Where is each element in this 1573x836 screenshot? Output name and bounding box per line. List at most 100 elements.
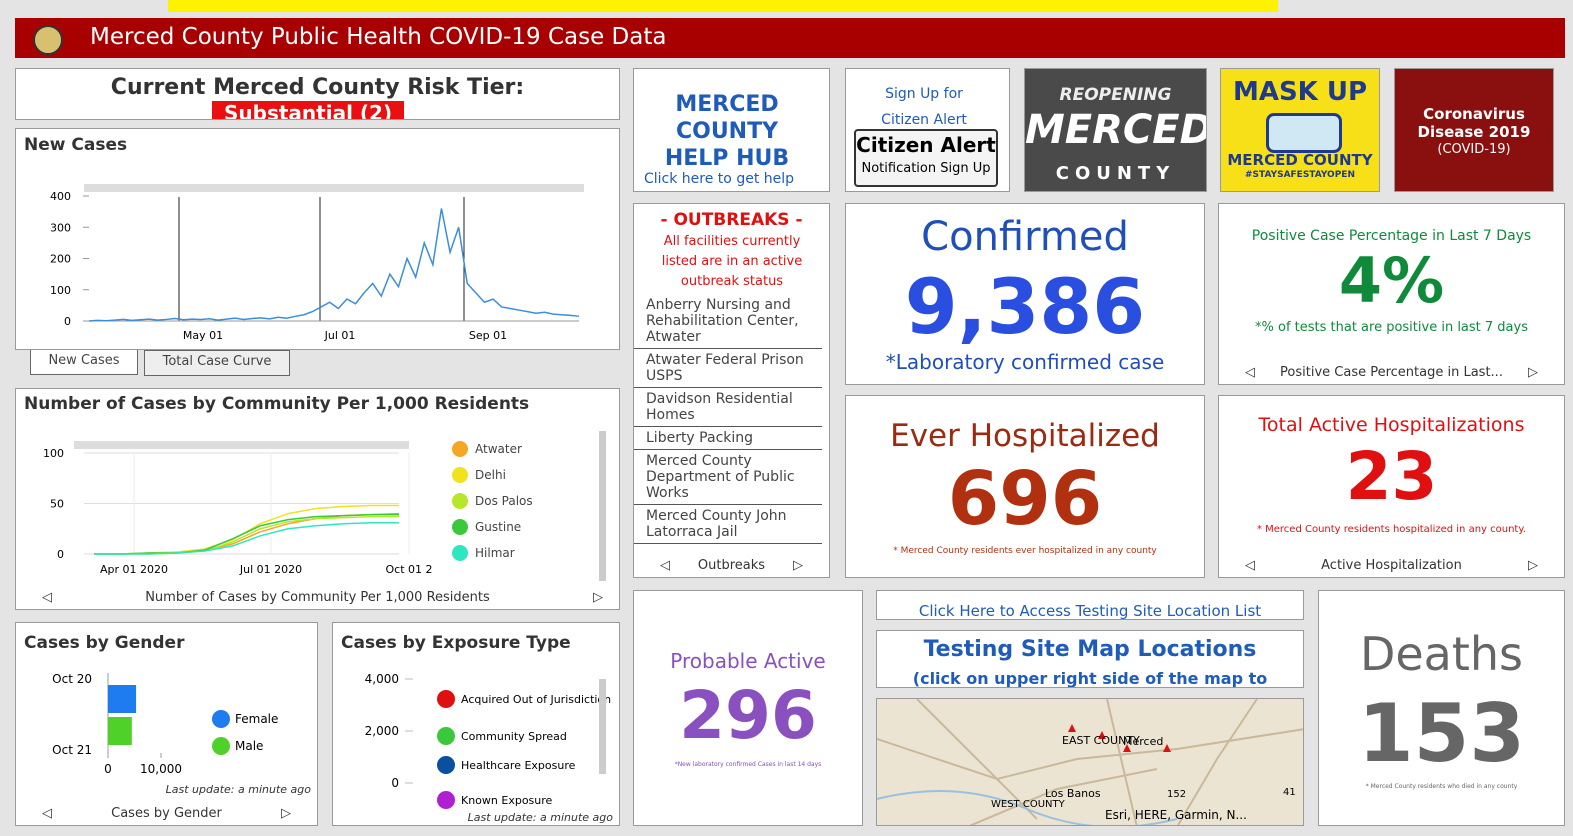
outbreak-item[interactable]: Liberty Packing [634,427,822,450]
legend-swatch [452,545,468,561]
line [94,514,399,554]
y-tick-label: 400 [50,190,71,203]
prev-arrow[interactable]: ◁ [42,590,52,605]
hub-title: MERCED COUNTY HELP HUB [652,91,802,172]
next-arrow[interactable]: ▷ [1528,365,1538,380]
legend-swatch [212,737,230,755]
map-layer: EAST COUNTY Merced Los Banos WEST COUNTY… [877,699,1304,826]
alert-logo-box: Citizen Alert Notification Sign Up [854,129,998,187]
img-text: COUNTY [1025,163,1206,184]
legend-swatch [452,493,468,509]
deaths-panel: Deaths 153 * Merced County residents who… [1318,590,1565,826]
img-text: Coronavirus [1395,105,1553,123]
range-slider [74,441,409,449]
kpi-value: 23 [1219,438,1564,515]
alert-logo: Citizen Alert [856,133,996,157]
kpi-value: 696 [846,456,1204,542]
legend-label: Female [235,712,278,726]
kpi-title: Ever Hospitalized [846,418,1204,454]
legend-label: Male [235,739,263,753]
line [94,517,399,554]
next-arrow[interactable]: ▷ [281,806,291,821]
kpi-note: * Merced County residents ever hospitali… [846,546,1204,556]
outbreak-item[interactable]: Atwater Federal Prison USPS [634,349,822,388]
y-tick-label: 0 [391,776,399,790]
testing-title: Testing Site Map Locations [877,637,1303,662]
map[interactable]: EAST COUNTY Merced Los Banos WEST COUNTY… [876,698,1304,826]
risk-label: Current Merced County Risk Tier: [16,75,619,100]
img-text: REOPENING [1025,85,1206,105]
legend-label: Hilmar [475,546,515,560]
map-route: 152 [1167,789,1186,800]
update-note: Last update: a minute ago [468,811,613,824]
coronavirus-image[interactable]: Coronavirus Disease 2019 (COVID-19) [1394,68,1554,192]
legend-swatch [452,467,468,483]
prev-arrow[interactable]: ◁ [660,558,670,573]
x-tick-label: Sep 01 [469,329,507,342]
tab[interactable]: Total Case Curve [144,350,290,376]
page: Merced County Public Health COVID-19 Cas… [0,0,1573,836]
update-note: Last update: a minute ago [166,783,311,796]
bar [108,717,132,745]
tab[interactable]: New Cases [30,350,138,375]
next-arrow[interactable]: ▷ [1528,558,1538,573]
outbreak-item[interactable]: Merced County John Latorraca Jail [634,505,822,544]
kpi-note: *Laboratory confirmed case [846,350,1204,374]
map-label: WEST COUNTY [991,799,1066,810]
prev-arrow[interactable]: ◁ [1245,365,1255,380]
reopening-image[interactable]: REOPENING MERCED COUNTY [1024,68,1207,192]
x-tick-label: May 01 [183,329,223,342]
legend-label: Gustine [475,520,521,534]
testing-link[interactable]: Click Here to Access Testing Site Locati… [876,590,1304,620]
header-title: Merced County Public Health COVID-19 Cas… [90,24,666,50]
outbreak-item[interactable]: Davidson Residential Homes [634,388,822,427]
citizen-alert[interactable]: Sign Up for Citizen Alert Citizen Alert … [845,68,1010,192]
map-route: 41 [1283,787,1296,798]
active-hosp-panel: Total Active Hospitalizations 23 * Merce… [1218,395,1565,578]
panel-footer: Cases by Gender [16,806,317,821]
panel-footer: Active Hospitalization [1219,558,1564,573]
img-text: MASK UP [1221,77,1379,107]
kpi-note: *New laboratory confirmed Cases in last … [634,761,862,768]
legend-swatch [437,690,455,708]
link-text[interactable]: Click Here to Access Testing Site Locati… [877,602,1303,620]
outbreaks-panel: - OUTBREAKS - All facilities currently l… [633,203,830,578]
legend-label: Known Exposure [461,794,553,807]
alert-heading: Sign Up for Citizen Alert [874,81,974,133]
prev-arrow[interactable]: ◁ [1245,558,1255,573]
legend-label: Community Spread [461,730,567,743]
mask-up-image[interactable]: MASK UP MERCED COUNTY #STAYSAFESTAYOPEN [1220,68,1380,192]
outbreak-item[interactable]: Merced County Department of Public Works [634,450,822,505]
img-text: MERCED [1025,107,1206,153]
panel-footer: Number of Cases by Community Per 1,000 R… [16,590,619,605]
scrollbar [599,431,606,581]
y-tick-label: 4,000 [365,672,399,686]
y-tick-label: 0 [57,548,64,561]
seal [33,25,63,55]
next-arrow[interactable]: ▷ [593,590,603,605]
kpi-value: 9,386 [846,262,1204,351]
outbreak-item[interactable]: Anberry Nursing and Rehabilitation Cente… [634,294,822,349]
exposure-chart: 02,0004,000Acquired Out of JurisdictionC… [333,623,620,826]
prev-arrow[interactable]: ◁ [42,806,52,821]
legend-label: Delhi [475,468,506,482]
y-tick-label: Oct 20 [52,672,92,686]
testing-title-panel: Testing Site Map Locations (click on upp… [876,630,1304,688]
help-hub[interactable]: MERCED COUNTY HELP HUB Click here to get… [633,68,830,192]
outbreaks-note: All facilities currently listed are in a… [648,232,816,292]
x-tick-label: 0 [104,762,112,776]
x-tick-label: Jul 01 2020 [239,563,302,576]
hub-link[interactable]: Click here to get help [644,171,794,187]
legend-label: Acquired Out of Jurisdiction [461,693,611,706]
next-arrow[interactable]: ▷ [793,558,803,573]
outbreaks-title: - OUTBREAKS - [634,210,829,230]
legend-label: Dos Palos [475,494,533,508]
kpi-note: * Merced County residents who died in an… [1319,783,1564,790]
legend-label: Atwater [475,442,522,456]
ever-hosp-panel: Ever Hospitalized 696 * Merced County re… [845,395,1205,578]
line [94,506,399,554]
img-text: #STAYSAFESTAYOPEN [1221,170,1379,180]
community-chart: 050100Apr 01 2020Jul 01 2020Oct 01 2Atwa… [16,389,620,610]
